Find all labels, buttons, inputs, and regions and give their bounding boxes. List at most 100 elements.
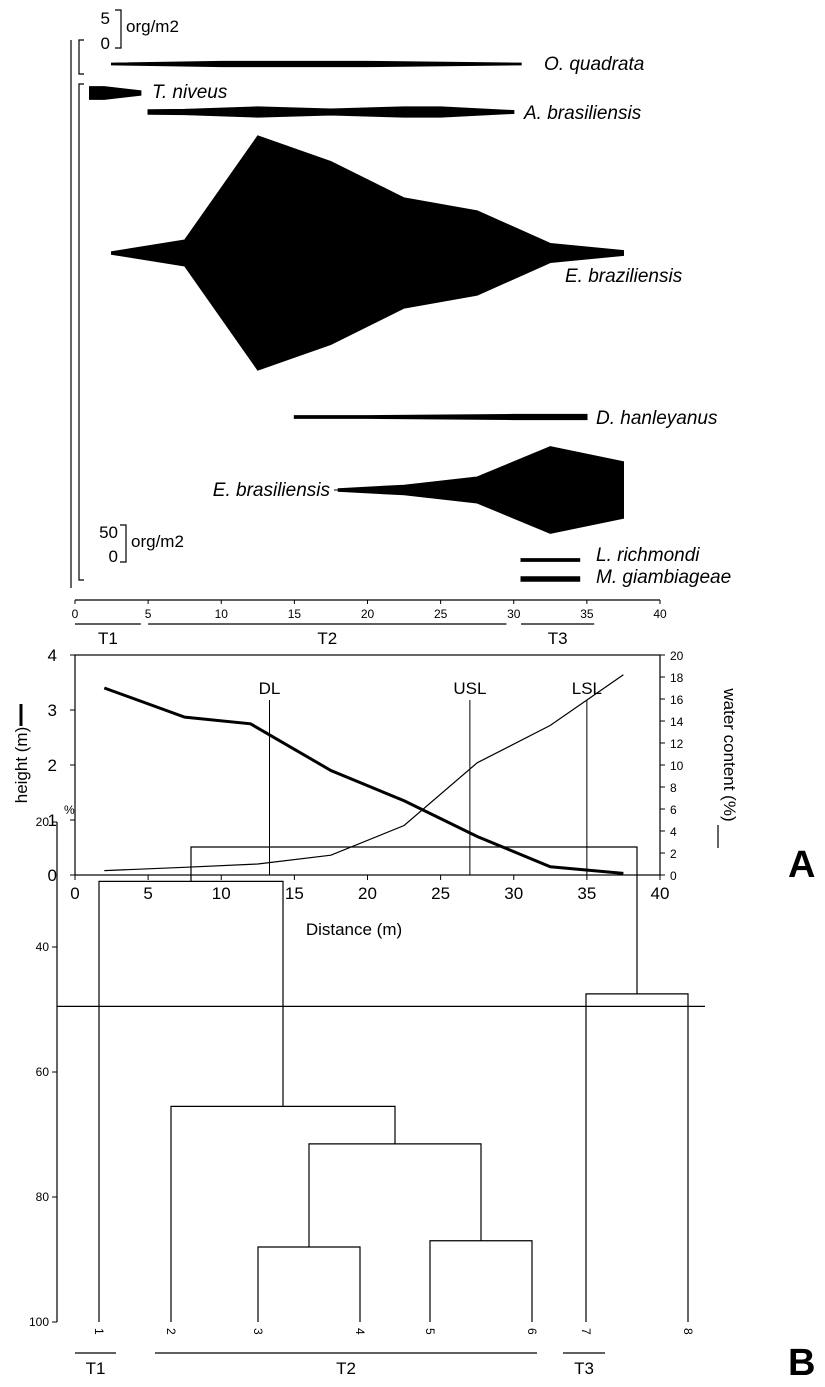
profile-x-tick-0: 0: [70, 884, 79, 903]
kite-x-tick-25: 25: [434, 607, 448, 621]
ref-label-usl: USL: [453, 679, 486, 698]
zone-brackets: T1 T2 T3: [75, 623, 595, 648]
bracket-large-group: [78, 83, 84, 581]
ref-label-dl: DL: [259, 679, 281, 698]
profile-y2-tick-18: 18: [670, 671, 684, 685]
profile-y2-tick-20: 20: [670, 649, 684, 663]
dendro-axis-unit: %: [64, 803, 75, 817]
dendro-leaf-6: 6: [525, 1328, 539, 1335]
height-line: [103, 686, 624, 875]
dendro-link-1-2-6: [98, 880, 284, 1322]
profile-x-tick-10: 10: [212, 884, 231, 903]
profile-y-tick-0: 0: [48, 866, 57, 885]
zone-label-t1: T1: [98, 629, 118, 648]
label-e-brasiliensis: E. brasiliensis: [213, 480, 331, 501]
kite-e-brasiliensis: [337, 446, 625, 534]
dendro-link-3-4-5-6: [308, 1143, 482, 1247]
profile-y2-tick-0: 0: [670, 869, 677, 883]
profile-x-tick-35: 35: [577, 884, 596, 903]
kite-x-tick-40: 40: [653, 607, 667, 621]
profile-y-tick-4: 4: [48, 646, 57, 665]
dendro-y-tick-20: 20: [36, 815, 50, 829]
profile-x-ticks: 0 5 10 15 20 25 30 35 40: [70, 875, 669, 903]
label-t-niveus: T. niveus: [152, 82, 228, 103]
profile-x-tick-20: 20: [358, 884, 377, 903]
profile-x-label: Distance (m): [306, 920, 402, 939]
kite-l-richmondi: [520, 558, 581, 562]
dendro-leaf-7: 7: [579, 1328, 593, 1335]
profile-x-tick-30: 30: [504, 884, 523, 903]
dendro-leaf-3: 3: [251, 1328, 265, 1335]
profile-y-label: height (m): [12, 727, 31, 804]
scale-bar-small-bracket: [115, 9, 122, 49]
profile-y-ticks: 0 1 2 3 4: [48, 646, 75, 885]
group-label-t2: T2: [336, 1359, 356, 1378]
kite-x-tick-20: 20: [361, 607, 375, 621]
kite-x-tick-0: 0: [72, 607, 79, 621]
profile-y-tick-2: 2: [48, 756, 57, 775]
kite-x-tick-30: 30: [507, 607, 521, 621]
scale-bar-large-bracket: [120, 524, 127, 563]
label-o-quadrata: O. quadrata: [544, 54, 644, 75]
dendro-y-tick-80: 80: [36, 1190, 50, 1204]
dendro-y-tick-60: 60: [36, 1065, 50, 1079]
profile-y2-tick-16: 16: [670, 693, 684, 707]
profile-y2-tick-6: 6: [670, 803, 677, 817]
scale-large-bottom: 0: [109, 547, 118, 566]
profile-y-tick-3: 3: [48, 701, 57, 720]
dendro-link-3-4: [257, 1246, 361, 1322]
reference-lines: DL USL LSL: [259, 679, 602, 875]
kite-o-quadrata: [110, 60, 522, 68]
dendro-leaf-8: 8: [681, 1328, 695, 1335]
kite-x-ticks: 0 5 10 15 20 25 30 35 40: [72, 600, 667, 621]
profile-y-tick-1: 1: [48, 811, 57, 830]
profile-y2-tick-4: 4: [670, 825, 677, 839]
bracket-small-group: [78, 39, 84, 75]
kite-m-giambiageae: [520, 576, 581, 582]
label-d-hanleyanus: D. hanleyanus: [596, 408, 718, 429]
dendro-link-5-6: [429, 1240, 533, 1322]
profile-x-tick-15: 15: [285, 884, 304, 903]
dendro-link-7-8: [585, 993, 689, 1322]
scale-small-unit: org/m2: [126, 17, 179, 36]
scale-bar-large: 50 0 org/m2: [99, 523, 184, 566]
scale-large-top: 50: [99, 523, 118, 542]
profile-y2-label: water content (%): [720, 687, 739, 821]
dendro-y-tick-40: 40: [36, 940, 50, 954]
dendro-leaf-labels: 1 2 3 4 5 6 7 8: [92, 1328, 695, 1335]
dendro-y-ticks: 20 40 60 80 100: [29, 815, 57, 1329]
scale-small-bottom: 0: [101, 34, 110, 53]
dendro-leaf-2: 2: [164, 1328, 178, 1335]
profile-x-tick-40: 40: [651, 884, 670, 903]
kite-diagram: 5 0 org/m2 O. quadrata T. niveus A. bras…: [70, 9, 731, 648]
kite-shapes: [88, 60, 625, 582]
profile-y2-tick-8: 8: [670, 781, 677, 795]
group-label-t1: T1: [86, 1359, 106, 1378]
dendro-leaf-1: 1: [92, 1328, 106, 1335]
profile-y2-tick-10: 10: [670, 759, 684, 773]
dendro-group-brackets: T1 T2 T3: [75, 1352, 605, 1378]
scale-bar-small: 5 0 org/m2: [101, 9, 179, 53]
kite-x-tick-35: 35: [580, 607, 594, 621]
scale-large-unit: org/m2: [131, 532, 184, 551]
label-e-braziliensis: E. braziliensis: [565, 266, 683, 287]
label-a-brasiliensis: A. brasiliensis: [523, 103, 642, 124]
kite-d-hanleyanus: [293, 413, 588, 421]
water-content-line: [104, 674, 624, 872]
profile-y2-tick-12: 12: [670, 737, 684, 751]
label-m-giambiageae: M. giambiageae: [596, 567, 731, 588]
profile-x-tick-5: 5: [143, 884, 152, 903]
dendro-y-tick-100: 100: [29, 1315, 49, 1329]
panel-b-label: B: [788, 1342, 815, 1384]
panel-a-label: A: [788, 844, 815, 886]
dendro-leaf-5: 5: [423, 1328, 437, 1335]
dendro-link-1-6-7-8: [190, 846, 638, 994]
group-label-t3: T3: [574, 1359, 594, 1378]
kite-x-tick-5: 5: [145, 607, 152, 621]
scale-small-top: 5: [101, 9, 110, 28]
kite-x-tick-15: 15: [288, 607, 302, 621]
dendro-links: [98, 846, 689, 1322]
kite-x-tick-10: 10: [215, 607, 229, 621]
